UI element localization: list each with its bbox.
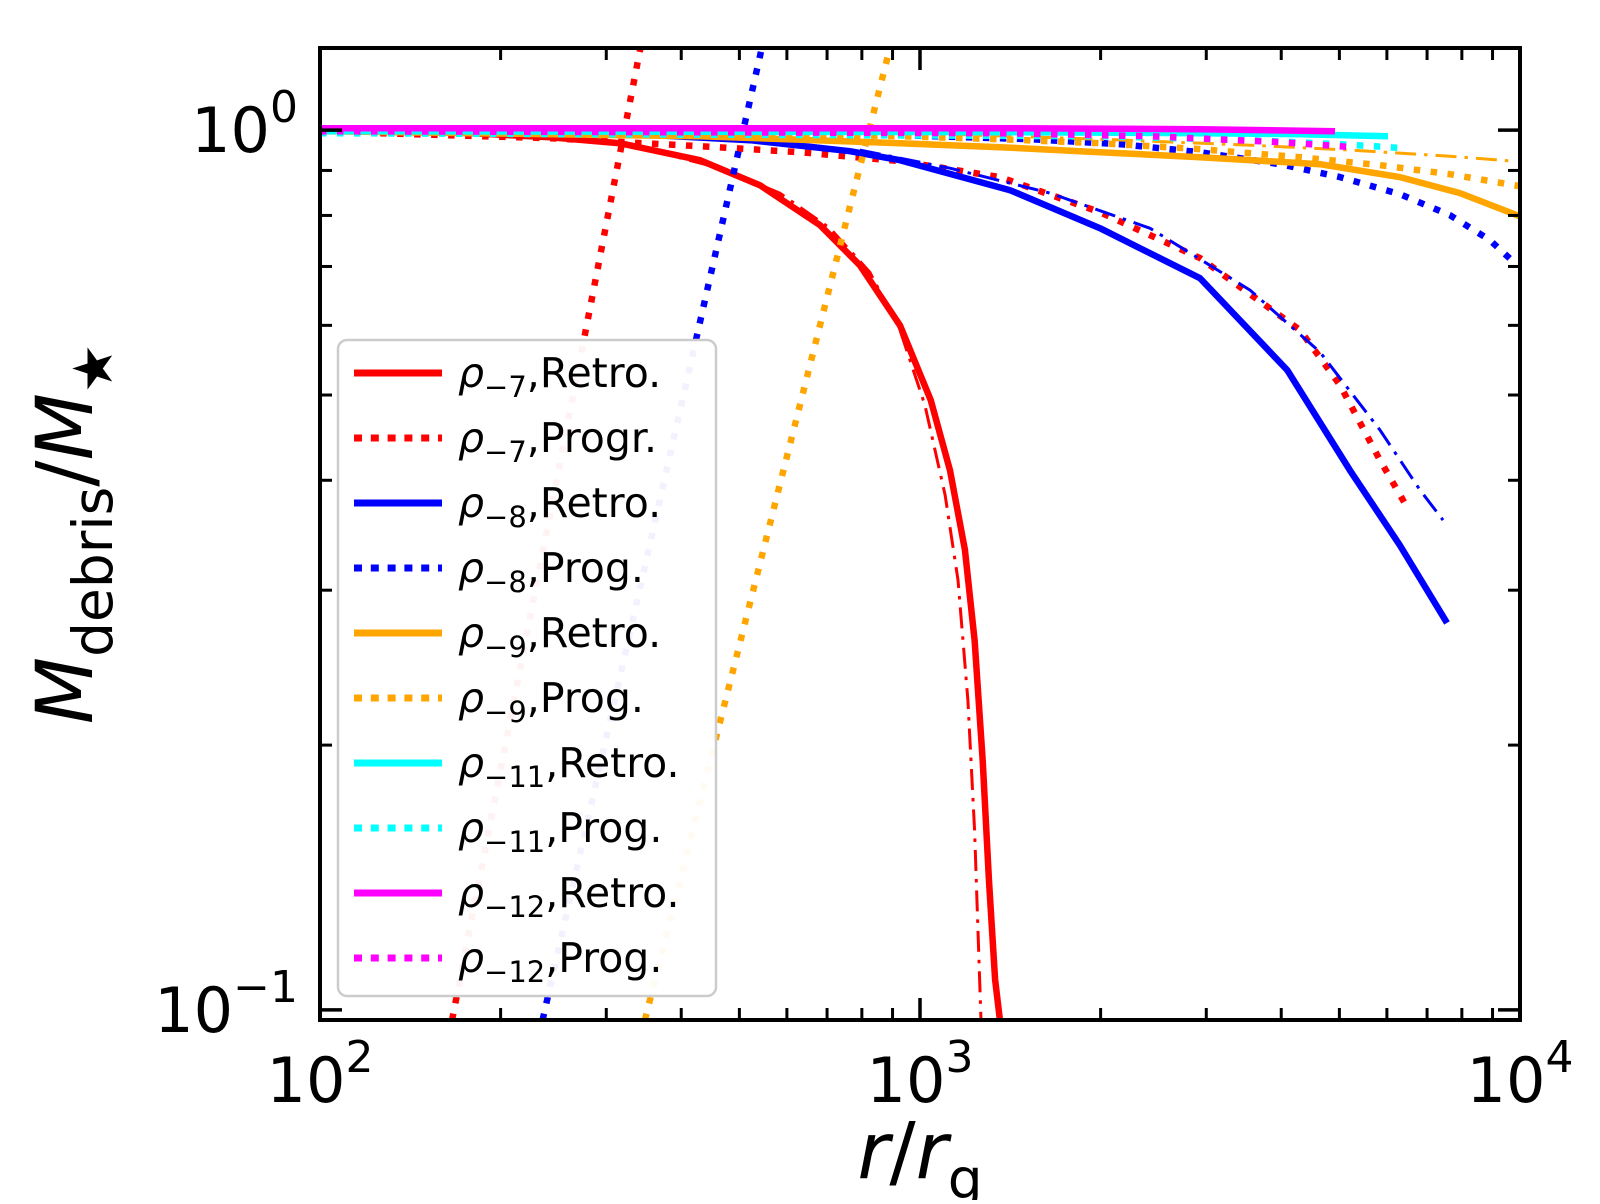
legend-entry-rho-9-retro: ρ−9,Retro. xyxy=(354,609,661,664)
x-axis-label: r/rg xyxy=(857,1107,982,1200)
x-tick-label: 104 xyxy=(1467,1032,1574,1117)
legend-entry-rho-11-prog: ρ−11,Prog. xyxy=(354,804,662,859)
rho-11-retro-curve xyxy=(320,127,1389,140)
legend-entry-rho-7-prog: ρ−7,Progr. xyxy=(354,414,657,469)
rho-12-retro-curve xyxy=(320,124,1336,135)
legend-entry-rho-9-prog: ρ−9,Prog. xyxy=(354,674,644,729)
legend-label: ρ−8,Retro. xyxy=(458,479,661,534)
legend-label: ρ−11,Prog. xyxy=(458,804,662,859)
tick-labels: 102 103 104 100 10−1 xyxy=(154,82,1573,1117)
rho-9-prog-curve xyxy=(650,127,1520,190)
legend-entry-rho-11-retro: ρ−11,Retro. xyxy=(354,739,680,794)
x-tick-label: 103 xyxy=(867,1032,974,1117)
legend-label: ρ−12,Retro. xyxy=(458,869,680,924)
legend-label: ρ−12,Prog. xyxy=(458,934,662,989)
legend-entry-rho-8-prog: ρ−8,Prog. xyxy=(354,544,644,599)
legend-entry-rho-8-retro: ρ−8,Retro. xyxy=(354,479,661,534)
rho-9-prog-rising-curve xyxy=(641,48,894,1020)
legend-label: ρ−11,Retro. xyxy=(458,739,680,794)
y-tick-label: 100 xyxy=(191,82,298,167)
rho-7-analytic-curve xyxy=(649,148,983,1020)
ticks-group xyxy=(318,48,1522,1020)
legend-label: ρ−8,Prog. xyxy=(458,544,644,599)
legend-label: ρ−9,Retro. xyxy=(458,609,661,664)
rho-11-prog-curve xyxy=(320,129,1406,152)
y-tick-label: 10−1 xyxy=(154,962,298,1047)
rho-9-analytic-curve xyxy=(949,132,1515,163)
legend-label: ρ−7,Retro. xyxy=(458,349,661,404)
x-tick-label: 102 xyxy=(267,1032,374,1117)
legend-label: ρ−7,Progr. xyxy=(458,414,657,469)
rho-7-prog-curve xyxy=(380,129,1410,509)
rho-8-analytic-curve xyxy=(859,148,1445,522)
legend-entry-rho-7-retro: ρ−7,Retro. xyxy=(354,349,661,404)
rho-9-retro-curve xyxy=(320,127,1520,220)
rho-7-retro-curve xyxy=(320,126,1004,1020)
legend-entry-rho-12-prog: ρ−12,Prog. xyxy=(354,934,662,989)
y-axis-label: Mdebris/M★ xyxy=(21,344,125,724)
legend-label: ρ−9,Prog. xyxy=(458,674,644,729)
legend: ρ−7,Retro. ρ−7,Progr. ρ−8,Retro. ρ−8,Prog. ρ… xyxy=(336,338,718,998)
legend-entry-rho-12-retro: ρ−12,Retro. xyxy=(354,869,680,924)
